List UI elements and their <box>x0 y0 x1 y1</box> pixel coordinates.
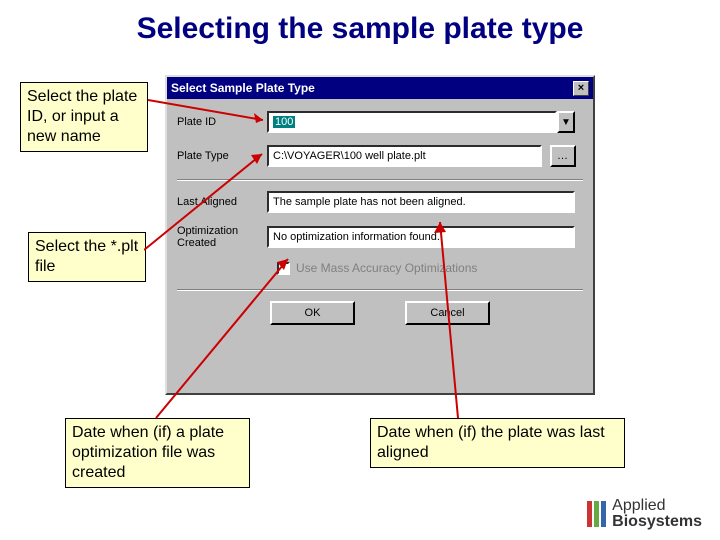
row-last-aligned: Last Aligned The sample plate has not be… <box>177 191 583 213</box>
ok-button[interactable]: OK <box>270 301 355 325</box>
logo-mark <box>587 501 606 527</box>
row-opt-created: Optimization Created No optimization inf… <box>177 225 583 249</box>
use-mass-accuracy-checkbox[interactable] <box>277 262 290 275</box>
separator <box>177 179 583 181</box>
separator-2 <box>177 289 583 291</box>
plate-id-value: 100 <box>273 116 295 128</box>
label-last-aligned: Last Aligned <box>177 196 267 208</box>
plate-id-dropdown-button[interactable]: ▼ <box>557 111 575 133</box>
plate-type-field[interactable]: C:\VOYAGER\100 well plate.plt <box>267 145 542 167</box>
ellipsis-icon: … <box>557 150 569 162</box>
opt-created-field: No optimization information found. <box>267 226 575 248</box>
dialog-select-sample-plate-type: Select Sample Plate Type × Plate ID 100 … <box>165 75 595 395</box>
dialog-titlebar[interactable]: Select Sample Plate Type × <box>167 77 593 99</box>
callout-opt-date: Date when (if) a plate optimization file… <box>65 418 250 488</box>
last-aligned-field: The sample plate has not been aligned. <box>267 191 575 213</box>
logo-text: Applied Biosystems <box>612 498 702 530</box>
row-plate-type: Plate Type C:\VOYAGER\100 well plate.plt… <box>177 145 583 167</box>
logo-applied-biosystems: Applied Biosystems <box>587 498 702 530</box>
callout-plt-file: Select the *.plt file <box>28 232 146 282</box>
chevron-down-icon: ▼ <box>561 117 571 128</box>
cancel-button[interactable]: Cancel <box>405 301 490 325</box>
button-row: OK Cancel <box>177 301 583 325</box>
label-plate-id: Plate ID <box>177 116 267 128</box>
row-plate-id: Plate ID 100 ▼ <box>177 111 583 133</box>
callout-align-date: Date when (if) the plate was last aligne… <box>370 418 625 468</box>
plate-type-value: C:\VOYAGER\100 well plate.plt <box>273 150 426 162</box>
logo-line1: Applied <box>612 498 702 514</box>
label-opt-created: Optimization Created <box>177 225 267 249</box>
browse-button[interactable]: … <box>550 145 576 167</box>
label-plate-type: Plate Type <box>177 150 267 162</box>
last-aligned-value: The sample plate has not been aligned. <box>273 196 466 208</box>
row-use-mass-accuracy: Use Mass Accuracy Optimizations <box>277 261 583 275</box>
logo-bar-blue <box>601 501 606 527</box>
logo-bar-green <box>594 501 599 527</box>
plate-id-field[interactable]: 100 <box>267 111 557 133</box>
close-button[interactable]: × <box>573 81 589 96</box>
plate-id-combo[interactable]: 100 ▼ <box>267 111 575 133</box>
slide-title: Selecting the sample plate type <box>0 12 720 46</box>
use-mass-accuracy-label: Use Mass Accuracy Optimizations <box>296 261 477 275</box>
logo-line2: Biosystems <box>612 514 702 530</box>
opt-created-value: No optimization information found. <box>273 231 440 243</box>
callout-plate-id: Select the plate ID, or input a new name <box>20 82 148 152</box>
dialog-title: Select Sample Plate Type <box>171 81 315 95</box>
dialog-body: Plate ID 100 ▼ Plate Type C:\VOYAGER\100… <box>167 99 593 333</box>
logo-bar-red <box>587 501 592 527</box>
